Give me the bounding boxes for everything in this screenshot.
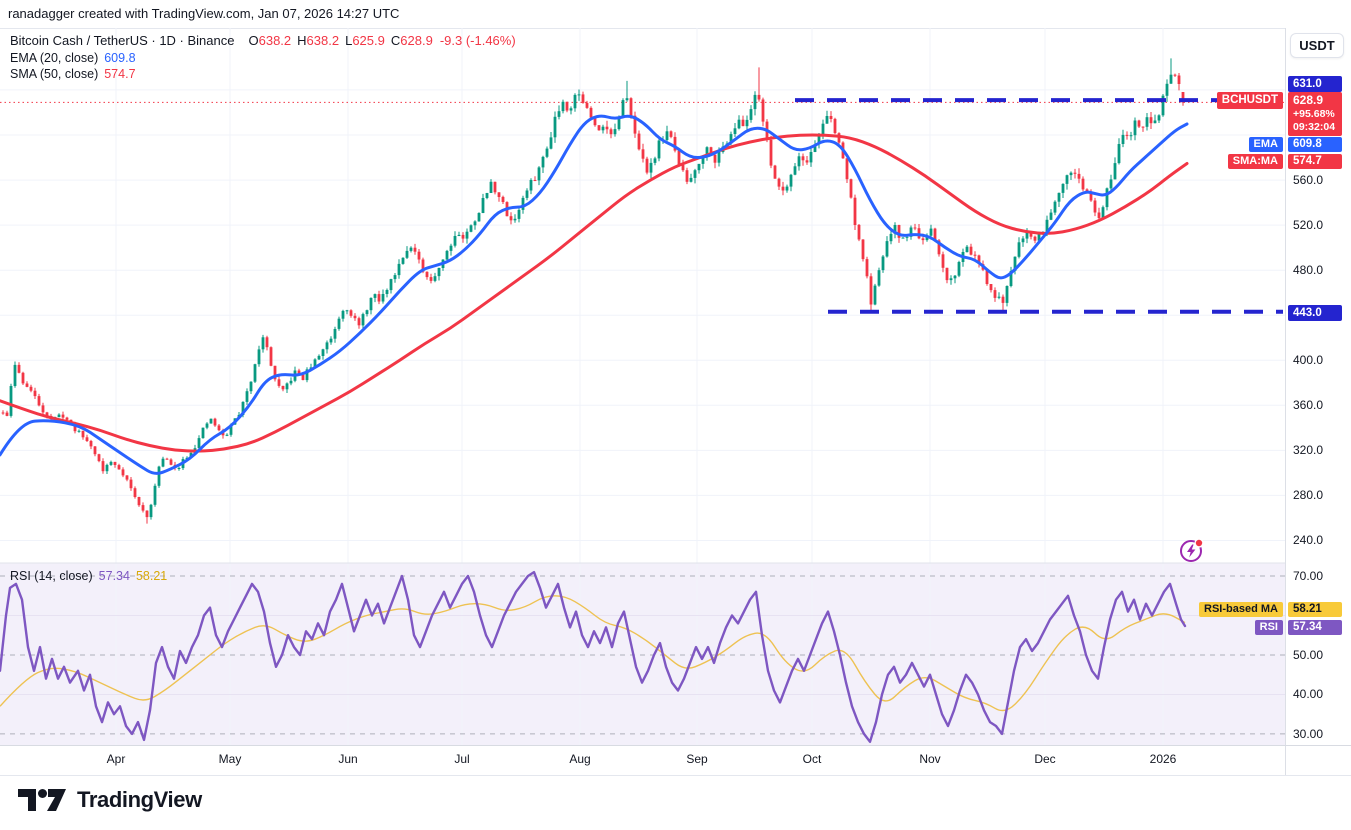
chart-top-divider bbox=[0, 28, 1351, 29]
tradingview-logo[interactable]: TradingView bbox=[16, 784, 202, 816]
footer-divider bbox=[0, 775, 1351, 776]
resistance-level-badge: 631.0 bbox=[1288, 76, 1342, 92]
tradingview-logo-icon bbox=[18, 789, 66, 811]
sma-tag: SMA:MA bbox=[1227, 154, 1283, 169]
price-tick: 320.0 bbox=[1293, 443, 1324, 458]
legend-rsi-row: RSI (14, close) 57.34 58.21 bbox=[10, 569, 167, 583]
time-axis-divider bbox=[0, 745, 1351, 746]
last-price-value: 628.9 bbox=[1293, 93, 1324, 107]
ohlc-low-label: L bbox=[345, 33, 353, 48]
symbol-title: Bitcoin Cash / TetherUS · 1D · Binance bbox=[10, 33, 235, 48]
price-tick: 520.0 bbox=[1293, 218, 1324, 233]
price-tick: 280.0 bbox=[1293, 488, 1324, 503]
time-axis-label: 2026 bbox=[1149, 752, 1177, 766]
support-level-badge: 443.0 bbox=[1288, 305, 1342, 321]
bar-countdown: 09:32:04 bbox=[1293, 121, 1336, 133]
change-percent-value: +95.68% bbox=[1293, 108, 1335, 120]
ohlc-high-value: 638.2 bbox=[306, 33, 340, 48]
ohlc-open-value: 638.2 bbox=[258, 33, 292, 48]
rsi-tick: 50.00 bbox=[1293, 647, 1324, 662]
price-scale[interactable]: USDT 560.0 520.0 480.0 400.0 360.0 320.0 280.0… bbox=[1285, 28, 1351, 775]
ohlc-open-label: O bbox=[248, 33, 259, 48]
last-price-badge: 628.9 +95.68% 09:32:04 bbox=[1288, 92, 1342, 136]
sma-legend-value: 574.7 bbox=[104, 67, 136, 81]
rsi-legend-value: 57.34 bbox=[98, 569, 130, 583]
legend-sma-row: SMA (50, close) 574.7 bbox=[10, 67, 136, 81]
legend-ema-row: EMA (20, close) 609.8 bbox=[10, 51, 136, 65]
rsi-legend-label: RSI (14, close) bbox=[10, 569, 93, 583]
sma-legend-label: SMA (50, close) bbox=[10, 67, 99, 81]
rsi-ma-tag: RSI-based MA bbox=[1199, 602, 1283, 617]
chart-canvas[interactable] bbox=[0, 28, 1285, 745]
currency-usdt-button[interactable]: USDT bbox=[1290, 33, 1344, 58]
ohlc-close-label: C bbox=[390, 33, 401, 48]
ohlc-values: O638.2 H638.2 L625.9 C628.9 -9.3 (-1.46%) bbox=[242, 33, 515, 48]
time-axis-label: May bbox=[218, 752, 242, 766]
legend-symbol-row: Bitcoin Cash / TetherUS · 1D · Binance O6… bbox=[10, 33, 516, 48]
time-axis-label: Nov bbox=[919, 752, 941, 766]
time-axis-label: Oct bbox=[802, 752, 822, 766]
ema-tag: EMA bbox=[1248, 137, 1283, 152]
flash-ideas-button[interactable] bbox=[1176, 535, 1206, 565]
ohlc-change-value: -9.3 (-1.46%) bbox=[439, 33, 516, 48]
ohlc-close-value: 628.9 bbox=[400, 33, 433, 48]
tradingview-logo-text: TradingView bbox=[77, 787, 202, 812]
ohlc-low-value: 625.9 bbox=[352, 33, 385, 48]
ohlc-high-label: H bbox=[297, 33, 307, 48]
rsi-ma-legend-value: 58.21 bbox=[135, 569, 168, 583]
time-axis-label: Jul bbox=[454, 752, 470, 766]
price-tick: 360.0 bbox=[1293, 398, 1324, 413]
rsi-ma-value-badge: 58.21 bbox=[1288, 602, 1342, 617]
sma-value-badge: 574.7 bbox=[1288, 154, 1342, 169]
ema-legend-value: 609.8 bbox=[104, 51, 136, 65]
time-axis-label: Dec bbox=[1034, 752, 1056, 766]
ema-value-badge: 609.8 bbox=[1288, 137, 1342, 152]
time-axis-label: Apr bbox=[106, 752, 126, 766]
rsi-value-badge: 57.34 bbox=[1288, 620, 1342, 635]
price-tick: 400.0 bbox=[1293, 353, 1324, 368]
lightning-icon bbox=[1180, 538, 1204, 562]
rsi-tick: 30.00 bbox=[1293, 726, 1324, 741]
time-axis-label: Sep bbox=[686, 752, 708, 766]
rsi-tick: 40.00 bbox=[1293, 687, 1324, 702]
ema-legend-label: EMA (20, close) bbox=[10, 51, 99, 65]
symbol-tag: BCHUSDT bbox=[1216, 92, 1283, 109]
rsi-tag: RSI bbox=[1254, 620, 1283, 635]
attribution-text: ranadagger created with TradingView.com,… bbox=[8, 6, 400, 21]
price-tick: 240.0 bbox=[1293, 533, 1324, 548]
chart-area: Bitcoin Cash / TetherUS · 1D · Binance O6… bbox=[0, 28, 1285, 745]
rsi-tick: 70.00 bbox=[1293, 569, 1324, 584]
time-axis-label: Jun bbox=[338, 752, 358, 766]
price-tick: 480.0 bbox=[1293, 263, 1324, 278]
price-tick: 560.0 bbox=[1293, 173, 1324, 188]
time-axis[interactable]: Apr May Jun Jul Aug Sep Oct Nov Dec 2026 bbox=[0, 745, 1285, 775]
time-axis-label: Aug bbox=[569, 752, 591, 766]
